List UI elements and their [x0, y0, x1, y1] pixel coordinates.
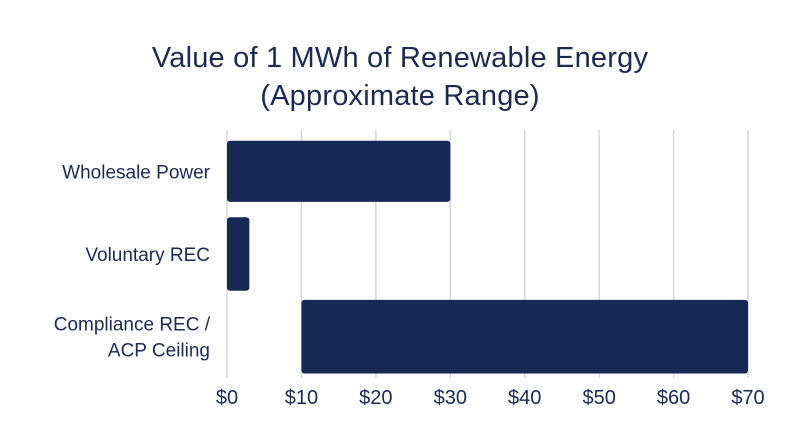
x-tick-label-6: $60 [657, 387, 690, 409]
bar-0 [227, 140, 451, 202]
bar-1 [227, 217, 250, 291]
category-label-2-line-0: Compliance REC / [54, 315, 211, 336]
category-label-2: Compliance REC / ACP Ceiling [54, 315, 211, 362]
x-tick-label-1: $10 [285, 387, 318, 409]
x-axis-tick-labels: $0 $10 $20 $30 $40 $50 $60 $70 [216, 387, 765, 409]
x-tick-label-4: $40 [508, 387, 541, 409]
chart-title-line-1: Value of 1 MWh of Renewable Energy [151, 42, 649, 74]
category-labels: Wholesale Power Voluntary REC Compliance R… [54, 162, 211, 361]
category-label-1-line-0: Voluntary REC [85, 245, 210, 266]
x-tick-label-3: $30 [434, 387, 467, 409]
category-label-2-line-1: ACP Ceiling [108, 341, 210, 362]
category-label-1: Voluntary REC [85, 245, 210, 266]
category-label-0-line-0: Wholesale Power [62, 162, 211, 183]
category-label-0: Wholesale Power [62, 162, 211, 183]
bars [227, 140, 748, 374]
x-tick-label-2: $20 [359, 387, 392, 409]
x-tick-label-5: $50 [582, 387, 615, 409]
x-tick-label-0: $0 [216, 387, 238, 409]
bar-2 [301, 299, 748, 374]
chart-title-line-2: (Approximate Range) [260, 80, 540, 112]
x-tick-label-7: $70 [731, 387, 764, 409]
